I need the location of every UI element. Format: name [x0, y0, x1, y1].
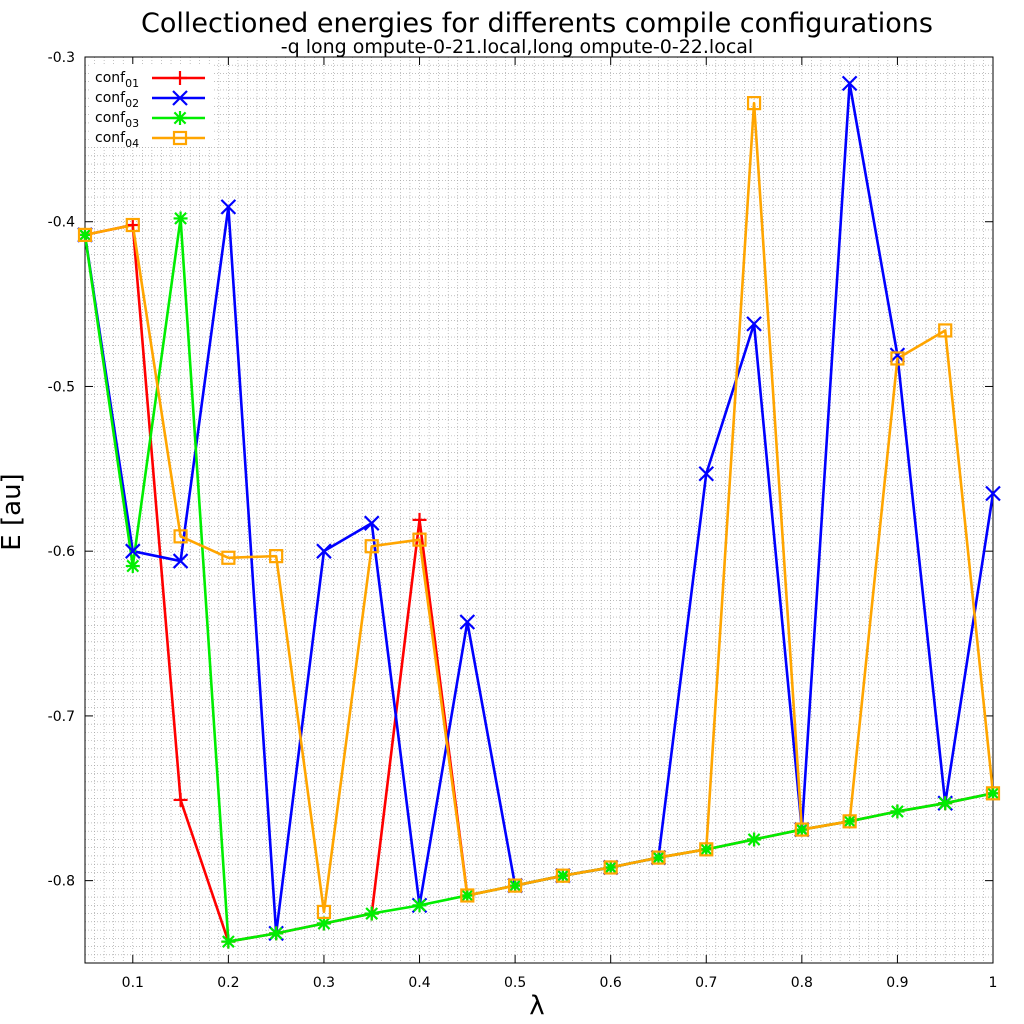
x-tick-label: 0.2 [217, 975, 239, 991]
data-point [698, 465, 715, 482]
data-point [77, 227, 93, 243]
data-point [842, 814, 857, 829]
data-point [364, 906, 379, 921]
legend-subscript: 04 [125, 137, 139, 150]
data-point [221, 550, 236, 565]
marker-group [77, 75, 1001, 949]
y-axis-label: E [au] [0, 473, 27, 550]
data-point [269, 549, 284, 564]
plot-frame [84, 56, 994, 964]
y-tick-label: -0.4 [48, 215, 75, 231]
y-tick-label: -0.6 [48, 544, 75, 560]
data-point [125, 559, 140, 574]
legend-subscript: 03 [125, 117, 139, 130]
data-point [985, 786, 1001, 801]
data-point [220, 199, 237, 215]
y-tick-label: -0.8 [48, 874, 75, 890]
data-point [794, 822, 809, 837]
data-point [460, 888, 475, 903]
data-point [173, 529, 188, 544]
series-line-03 [85, 217, 993, 943]
x-axis-label: λ [529, 991, 544, 1021]
chart-subtitle: -q long ompute-0-21.local,long ompute-0-… [281, 36, 753, 58]
data-point [412, 532, 427, 547]
data-point [316, 543, 332, 559]
x-tick-label: 0.5 [504, 975, 526, 991]
data-point [842, 814, 857, 829]
data-point [221, 934, 236, 949]
data-point [459, 614, 476, 630]
data-point [890, 804, 905, 819]
data-point [173, 211, 188, 226]
data-point [938, 323, 953, 338]
x-tick-label: 0.3 [313, 975, 335, 991]
data-point [651, 850, 666, 865]
data-point [125, 218, 140, 233]
x-tick-label: 0.6 [600, 975, 622, 991]
data-point [125, 217, 140, 233]
y-tick-label: -0.7 [48, 709, 75, 725]
data-point [889, 347, 906, 363]
data-point [172, 553, 189, 569]
data-point [508, 878, 523, 893]
data-point [555, 868, 570, 883]
legend-subscript: 02 [125, 97, 139, 110]
chart-title: Collectioned energies for differents com… [141, 8, 933, 39]
legend-subscript: 01 [125, 77, 139, 90]
data-point [555, 868, 570, 883]
data-point [173, 792, 188, 807]
data-point [699, 842, 714, 857]
data-point [841, 75, 858, 92]
data-point [938, 796, 953, 811]
data-point [699, 842, 714, 857]
data-point [364, 539, 379, 554]
series-line-02 [85, 82, 993, 935]
y-tick-label: -0.3 [48, 50, 75, 66]
x-tick-label: 0.7 [695, 975, 717, 991]
data-point [747, 832, 762, 847]
axis-ticks: 0.1 0.2 0.3 0.4 0.5 0.6 0.7 0.8 0.9 1 -0.3 -0.4 -0.5… [48, 50, 998, 991]
data-point [125, 543, 141, 559]
data-point [651, 850, 666, 865]
data-point [173, 71, 187, 85]
data-point [985, 485, 1001, 502]
y-tick-label: -0.5 [48, 379, 75, 395]
data-point [508, 878, 523, 893]
data-point [172, 90, 188, 106]
x-tick-label: 0.8 [791, 975, 813, 991]
x-tick-label: 0.9 [886, 975, 908, 991]
data-point [890, 351, 905, 366]
data-point [269, 926, 284, 941]
series-line-04 [85, 101, 993, 914]
data-point [603, 860, 618, 875]
data-point [794, 822, 809, 837]
data-point [412, 512, 427, 527]
x-tick-label: 0.1 [122, 975, 144, 991]
series-group [85, 82, 993, 943]
data-point [412, 898, 427, 913]
data-point [746, 96, 762, 111]
data-point [316, 904, 332, 920]
data-point [460, 888, 475, 903]
data-point [78, 227, 92, 242]
data-point [173, 111, 187, 125]
data-point [363, 515, 380, 531]
data-point [603, 860, 618, 875]
x-tick-label: 1 [989, 975, 998, 991]
data-point [746, 316, 762, 332]
x-tick-label: 0.4 [408, 975, 430, 991]
data-point [172, 130, 188, 146]
data-point [986, 786, 1000, 801]
